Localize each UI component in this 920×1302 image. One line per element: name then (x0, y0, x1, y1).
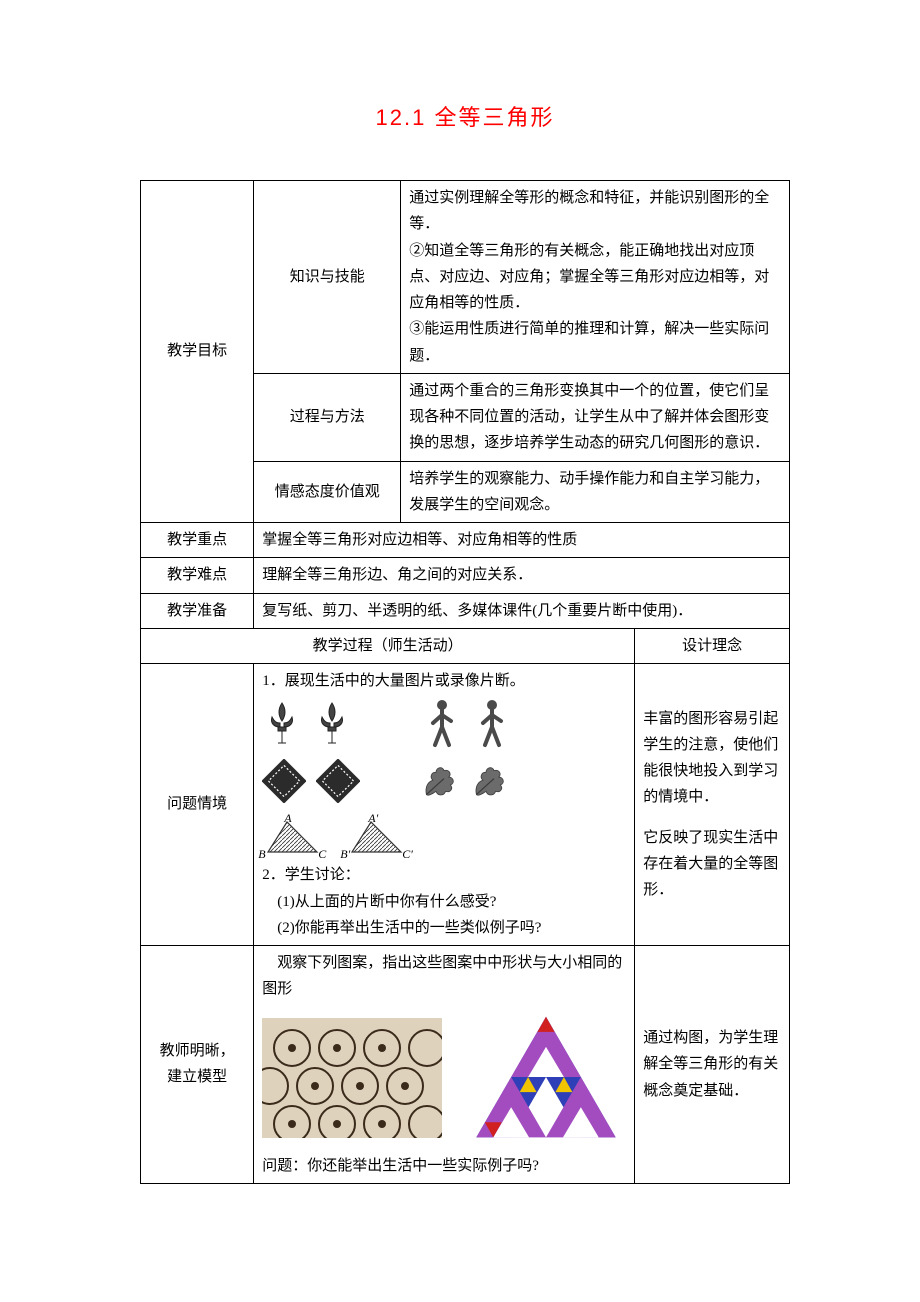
oak-leaf-icon (420, 758, 460, 804)
knowledge-text-cell: 通过实例理解全等形的概念和特征，并能识别图形的全等． ②知道全等三角形的有关概念… (401, 181, 790, 374)
knowledge-text: 通过实例理解全等形的概念和特征，并能识别图形的全等． ②知道全等三角形的有关概念… (409, 185, 781, 369)
knowledge-label-cell: 知识与技能 (254, 181, 401, 374)
concept-header-cell: 设计理念 (635, 628, 790, 663)
table-row: 问题情境 1．展现生活中的大量图片或录像片断。 (141, 664, 790, 946)
table-row: 教学目标 知识与技能 通过实例理解全等形的概念和特征，并能识别图形的全等． ②知… (141, 181, 790, 374)
table-row: 教师明晰， 建立模型 观察下列图案，指出这些图案中中形状与大小相同的图形 (141, 946, 790, 1184)
vertex-label: A (284, 808, 291, 829)
document-title: 12.1 全等三角形 (140, 100, 790, 132)
diamond-pattern-icon (262, 759, 306, 803)
triangle-pair: A B C A′ B′ C′ (262, 816, 626, 858)
focus-label-cell: 教学重点 (141, 523, 254, 558)
table-row: 教学重点 掌握全等三角形对应边相等、对应角相等的性质 (141, 523, 790, 558)
diamond-pattern-icon (316, 759, 360, 803)
difficulty-label-cell: 教学难点 (141, 558, 254, 593)
scene-concept2: 它反映了现实生活中存在着大量的全等图形． (643, 825, 781, 904)
labeled-triangle-icon: A B C (262, 816, 332, 858)
vertex-label: A′ (368, 808, 378, 829)
scene-content-cell: 1．展现生活中的大量图片或录像片断。 (254, 664, 635, 946)
scene-images: A B C A′ B′ C′ (262, 694, 626, 862)
model-label-cell: 教师明晰， 建立模型 (141, 946, 254, 1184)
vertex-label: C′ (402, 844, 413, 865)
scene-line1: 1．展现生活中的大量图片或录像片断。 (262, 668, 626, 694)
model-label-line1: 教师明晰， (149, 1038, 245, 1064)
walker-pair (422, 700, 512, 746)
image-pair-row (262, 758, 626, 804)
model-concept-cell: 通过构图，为学生理解全等三角形的有关概念奠定基础． (635, 946, 790, 1184)
table-row: 教学过程（师生活动） 设计理念 (141, 628, 790, 663)
sierpinski-triangle-icon (466, 1013, 626, 1143)
scene-q1: (1)从上面的片断中你有什么感受? (262, 889, 626, 915)
scene-label-cell: 问题情境 (141, 664, 254, 946)
process-header-cell: 教学过程（师生活动） (141, 628, 635, 663)
walking-figure-icon (472, 700, 512, 746)
spacer (643, 811, 781, 825)
model-line1: 观察下列图案，指出这些图案中中形状与大小相同的图形 (262, 950, 626, 1003)
prep-text-cell: 复写纸、剪刀、半透明的纸、多媒体课件(几个重要片断中使用)． (254, 593, 790, 628)
goal-label-cell: 教学目标 (141, 181, 254, 523)
walking-figure-icon (422, 700, 462, 746)
process-text-cell: 通过两个重合的三角形变换其中一个的位置，使它们呈现各种不同位置的活动，让学生从中… (401, 373, 790, 461)
oak-leaf-icon (470, 758, 510, 804)
leaf-pair (420, 758, 510, 804)
model-content-cell: 观察下列图案，指出这些图案中中形状与大小相同的图形 (254, 946, 635, 1184)
fleur-de-lis-icon (312, 700, 352, 746)
table-row: 教学难点 理解全等三角形边、角之间的对应关系． (141, 558, 790, 593)
process-label-cell: 过程与方法 (254, 373, 401, 461)
attitude-text-cell: 培养学生的观察能力、动手操作能力和自主学习能力，发展学生的空间观念。 (401, 461, 790, 523)
model-label-line2: 建立模型 (149, 1064, 245, 1090)
focus-text-cell: 掌握全等三角形对应边相等、对应角相等的性质 (254, 523, 790, 558)
lesson-plan-table: 教学目标 知识与技能 通过实例理解全等形的概念和特征，并能识别图形的全等． ②知… (140, 180, 790, 1184)
scene-q2: (2)你能再举出生活中的一些类似例子吗? (262, 915, 626, 941)
prep-label-cell: 教学准备 (141, 593, 254, 628)
scene-line2: 2．学生讨论： (262, 862, 626, 888)
vertex-label: B′ (340, 844, 350, 865)
image-pair-row (262, 700, 626, 746)
difficulty-text-cell: 理解全等三角形边、角之间的对应关系． (254, 558, 790, 593)
table-row: 教学准备 复写纸、剪刀、半透明的纸、多媒体课件(几个重要片断中使用)． (141, 593, 790, 628)
vertex-label: C (318, 844, 326, 865)
fleur-pair (262, 700, 352, 746)
scene-concept1: 丰富的图形容易引起学生的注意，使他们能很快地投入到学习的情境中． (643, 706, 781, 811)
model-question: 问题：你还能举出生活中一些实际例子吗? (262, 1153, 626, 1179)
diamond-pair (262, 759, 360, 803)
attitude-label-cell: 情感态度价值观 (254, 461, 401, 523)
scene-concept-cell: 丰富的图形容易引起学生的注意，使他们能很快地投入到学习的情境中． 它反映了现实生… (635, 664, 790, 946)
labeled-triangle-icon: A′ B′ C′ (346, 816, 416, 858)
hex-floral-pattern-icon (262, 1018, 442, 1138)
fleur-de-lis-icon (262, 700, 302, 746)
pattern-images (262, 1013, 626, 1143)
page: 12.1 全等三角形 教学目标 知识与技能 通过实例理解全等形的概念和特征，并能… (0, 0, 920, 1302)
vertex-label: B (258, 844, 265, 865)
